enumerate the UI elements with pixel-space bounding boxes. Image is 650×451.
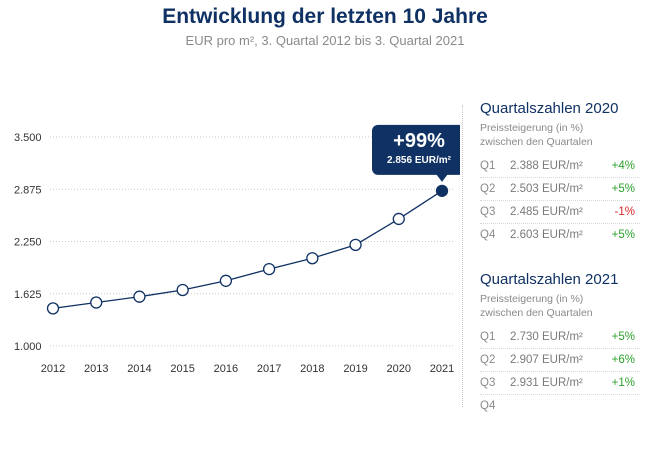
panel-desc-line-2: zwischen den Quartalen [480, 136, 593, 148]
line-chart: 1.000 1.625 2.250 2.875 3.500 2012 2013 2014 201… [14, 124, 460, 375]
annotation-box [372, 124, 460, 175]
y-tick-label: 3.500 [14, 132, 42, 144]
quarter-row: Q2 2.907 EUR/m² +6% [480, 349, 640, 372]
annotation-pointer [436, 173, 448, 182]
annotation-percentage: +99% [393, 130, 445, 152]
quarter-panel-2020: Quartalszahlen 2020 Preissteigerung (in … [480, 100, 640, 246]
x-tick-label: 2018 [300, 363, 324, 375]
quarter-change: -1% [614, 206, 635, 218]
quarter-change: +6% [611, 354, 635, 366]
quarter-value: 2.485 EUR/m² [510, 206, 583, 218]
quarter-label: Q1 [480, 160, 496, 172]
x-tick-label: 2021 [430, 363, 454, 375]
quarter-row: Q2 2.503 EUR/m² +5% [480, 178, 640, 201]
quarter-row: Q1 2.388 EUR/m² +4% [480, 155, 640, 178]
x-tick-label: 2012 [41, 363, 65, 375]
quarter-label: Q3 [480, 206, 496, 218]
quarter-row: Q1 2.730 EUR/m² +5% [480, 326, 640, 349]
quarter-rows-2020: Q1 2.388 EUR/m² +4% Q2 2.503 EUR/m² +5% Q3 2.48… [480, 155, 640, 246]
panel-divider [462, 105, 463, 407]
data-point [349, 238, 362, 251]
quarter-label: Q4 [480, 400, 496, 412]
quarter-row: Q4 [480, 395, 640, 417]
quarter-change: +1% [611, 377, 635, 389]
data-point-highlighted [435, 184, 449, 197]
quarter-label: Q1 [480, 331, 496, 343]
annotation-value: 2.856 EUR/m² [387, 155, 452, 166]
quarter-change: +5% [611, 229, 635, 241]
x-tick-label: 2017 [257, 363, 281, 375]
x-tick-label: 2014 [127, 363, 151, 375]
quarter-value: 2.907 EUR/m² [510, 354, 583, 366]
quarter-panel-2021: Quartalszahlen 2021 Preissteigerung (in … [480, 271, 640, 417]
panel-title-2021: Quartalszahlen 2021 [480, 271, 619, 288]
quarter-value: 2.730 EUR/m² [510, 331, 583, 343]
chart-subtitle: EUR pro m², 3. Quartal 2012 bis 3. Quart… [185, 33, 465, 48]
x-tick-label: 2019 [343, 363, 367, 375]
y-tick-label: 1.000 [14, 341, 42, 353]
data-point [176, 283, 189, 297]
panel-desc-line-1: Preissteigerung (in %) [480, 122, 584, 134]
data-point [133, 290, 146, 303]
quarter-row: Q3 2.485 EUR/m² -1% [480, 201, 640, 224]
y-tick-label: 2.875 [14, 184, 42, 196]
quarter-change: +5% [611, 183, 635, 195]
data-point [219, 274, 233, 287]
panel-title-2020: Quartalszahlen 2020 [480, 100, 619, 117]
quarter-label: Q2 [480, 183, 496, 195]
panel-description-2021: Preissteigerung (in %) zwischen den Quar… [480, 292, 640, 320]
series-line [52, 190, 443, 310]
quarter-row: Q3 2.931 EUR/m² +1% [480, 372, 640, 395]
quarter-value: 2.503 EUR/m² [510, 183, 583, 195]
data-point [306, 252, 319, 265]
x-tick-label: 2013 [84, 363, 108, 375]
x-tick-label: 2020 [387, 363, 411, 375]
quarter-label: Q2 [480, 354, 496, 366]
x-tick-label: 2015 [170, 363, 194, 375]
y-tick-label: 1.625 [14, 289, 42, 301]
quarter-label: Q4 [480, 229, 496, 241]
data-point [46, 302, 60, 315]
data-point [262, 262, 276, 276]
panel-desc-line-2: zwischen den Quartalen [480, 307, 593, 319]
quarter-row: Q4 2.603 EUR/m² +5% [480, 224, 640, 246]
quarter-label: Q3 [480, 377, 496, 389]
quarter-change: +4% [611, 160, 635, 172]
quarter-value: 2.931 EUR/m² [510, 377, 583, 389]
y-tick-label: 2.250 [14, 237, 42, 249]
data-point [392, 212, 405, 226]
quarter-change: +5% [611, 331, 635, 343]
quarter-rows-2021: Q1 2.730 EUR/m² +5% Q2 2.907 EUR/m² +6% Q3 2.93… [480, 326, 640, 417]
panel-desc-line-1: Preissteigerung (in %) [480, 293, 584, 305]
panel-description-2020: Preissteigerung (in %) zwischen den Quar… [480, 121, 640, 149]
x-tick-label: 2016 [214, 363, 238, 375]
chart-title: Entwicklung der letzten 10 Jahre [162, 5, 488, 28]
quarter-value: 2.388 EUR/m² [510, 160, 583, 172]
quarter-value: 2.603 EUR/m² [510, 229, 583, 241]
data-point [90, 296, 103, 309]
